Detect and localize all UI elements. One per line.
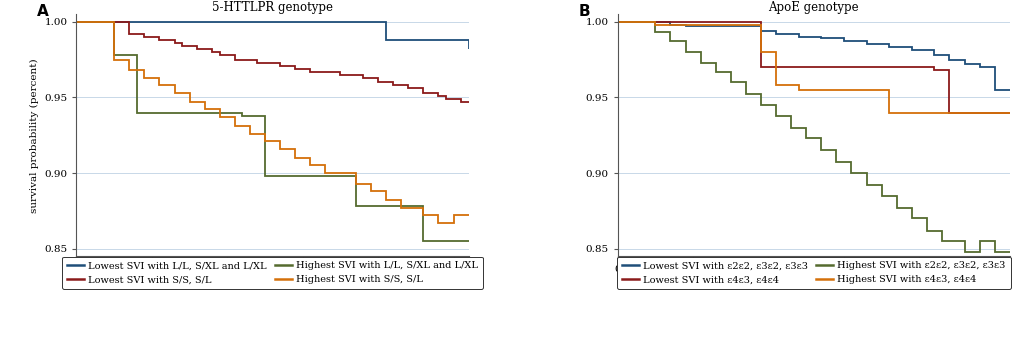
Legend: Lowest SVI with ε2ε2, ε3ε2, ε3ε3, Lowest SVI with ε4ε3, ε4ε4, Highest SVI with ε: Lowest SVI with ε2ε2, ε3ε2, ε3ε3, Lowest… — [616, 257, 1010, 289]
Y-axis label: survival probability (percent): survival probability (percent) — [30, 58, 39, 213]
Text: A: A — [38, 5, 49, 19]
Text: B: B — [578, 5, 589, 19]
Title: ApoE genotype: ApoE genotype — [767, 1, 858, 14]
X-axis label: follow up time (months): follow up time (months) — [210, 280, 335, 289]
X-axis label: follow up time (months): follow up time (months) — [750, 280, 875, 289]
Legend: Lowest SVI with L/L, S/XL and L/XL, Lowest SVI with S/S, S/L, Highest SVI with L: Lowest SVI with L/L, S/XL and L/XL, Lowe… — [62, 257, 483, 289]
Title: 5-HTTLPR genotype: 5-HTTLPR genotype — [212, 1, 333, 14]
